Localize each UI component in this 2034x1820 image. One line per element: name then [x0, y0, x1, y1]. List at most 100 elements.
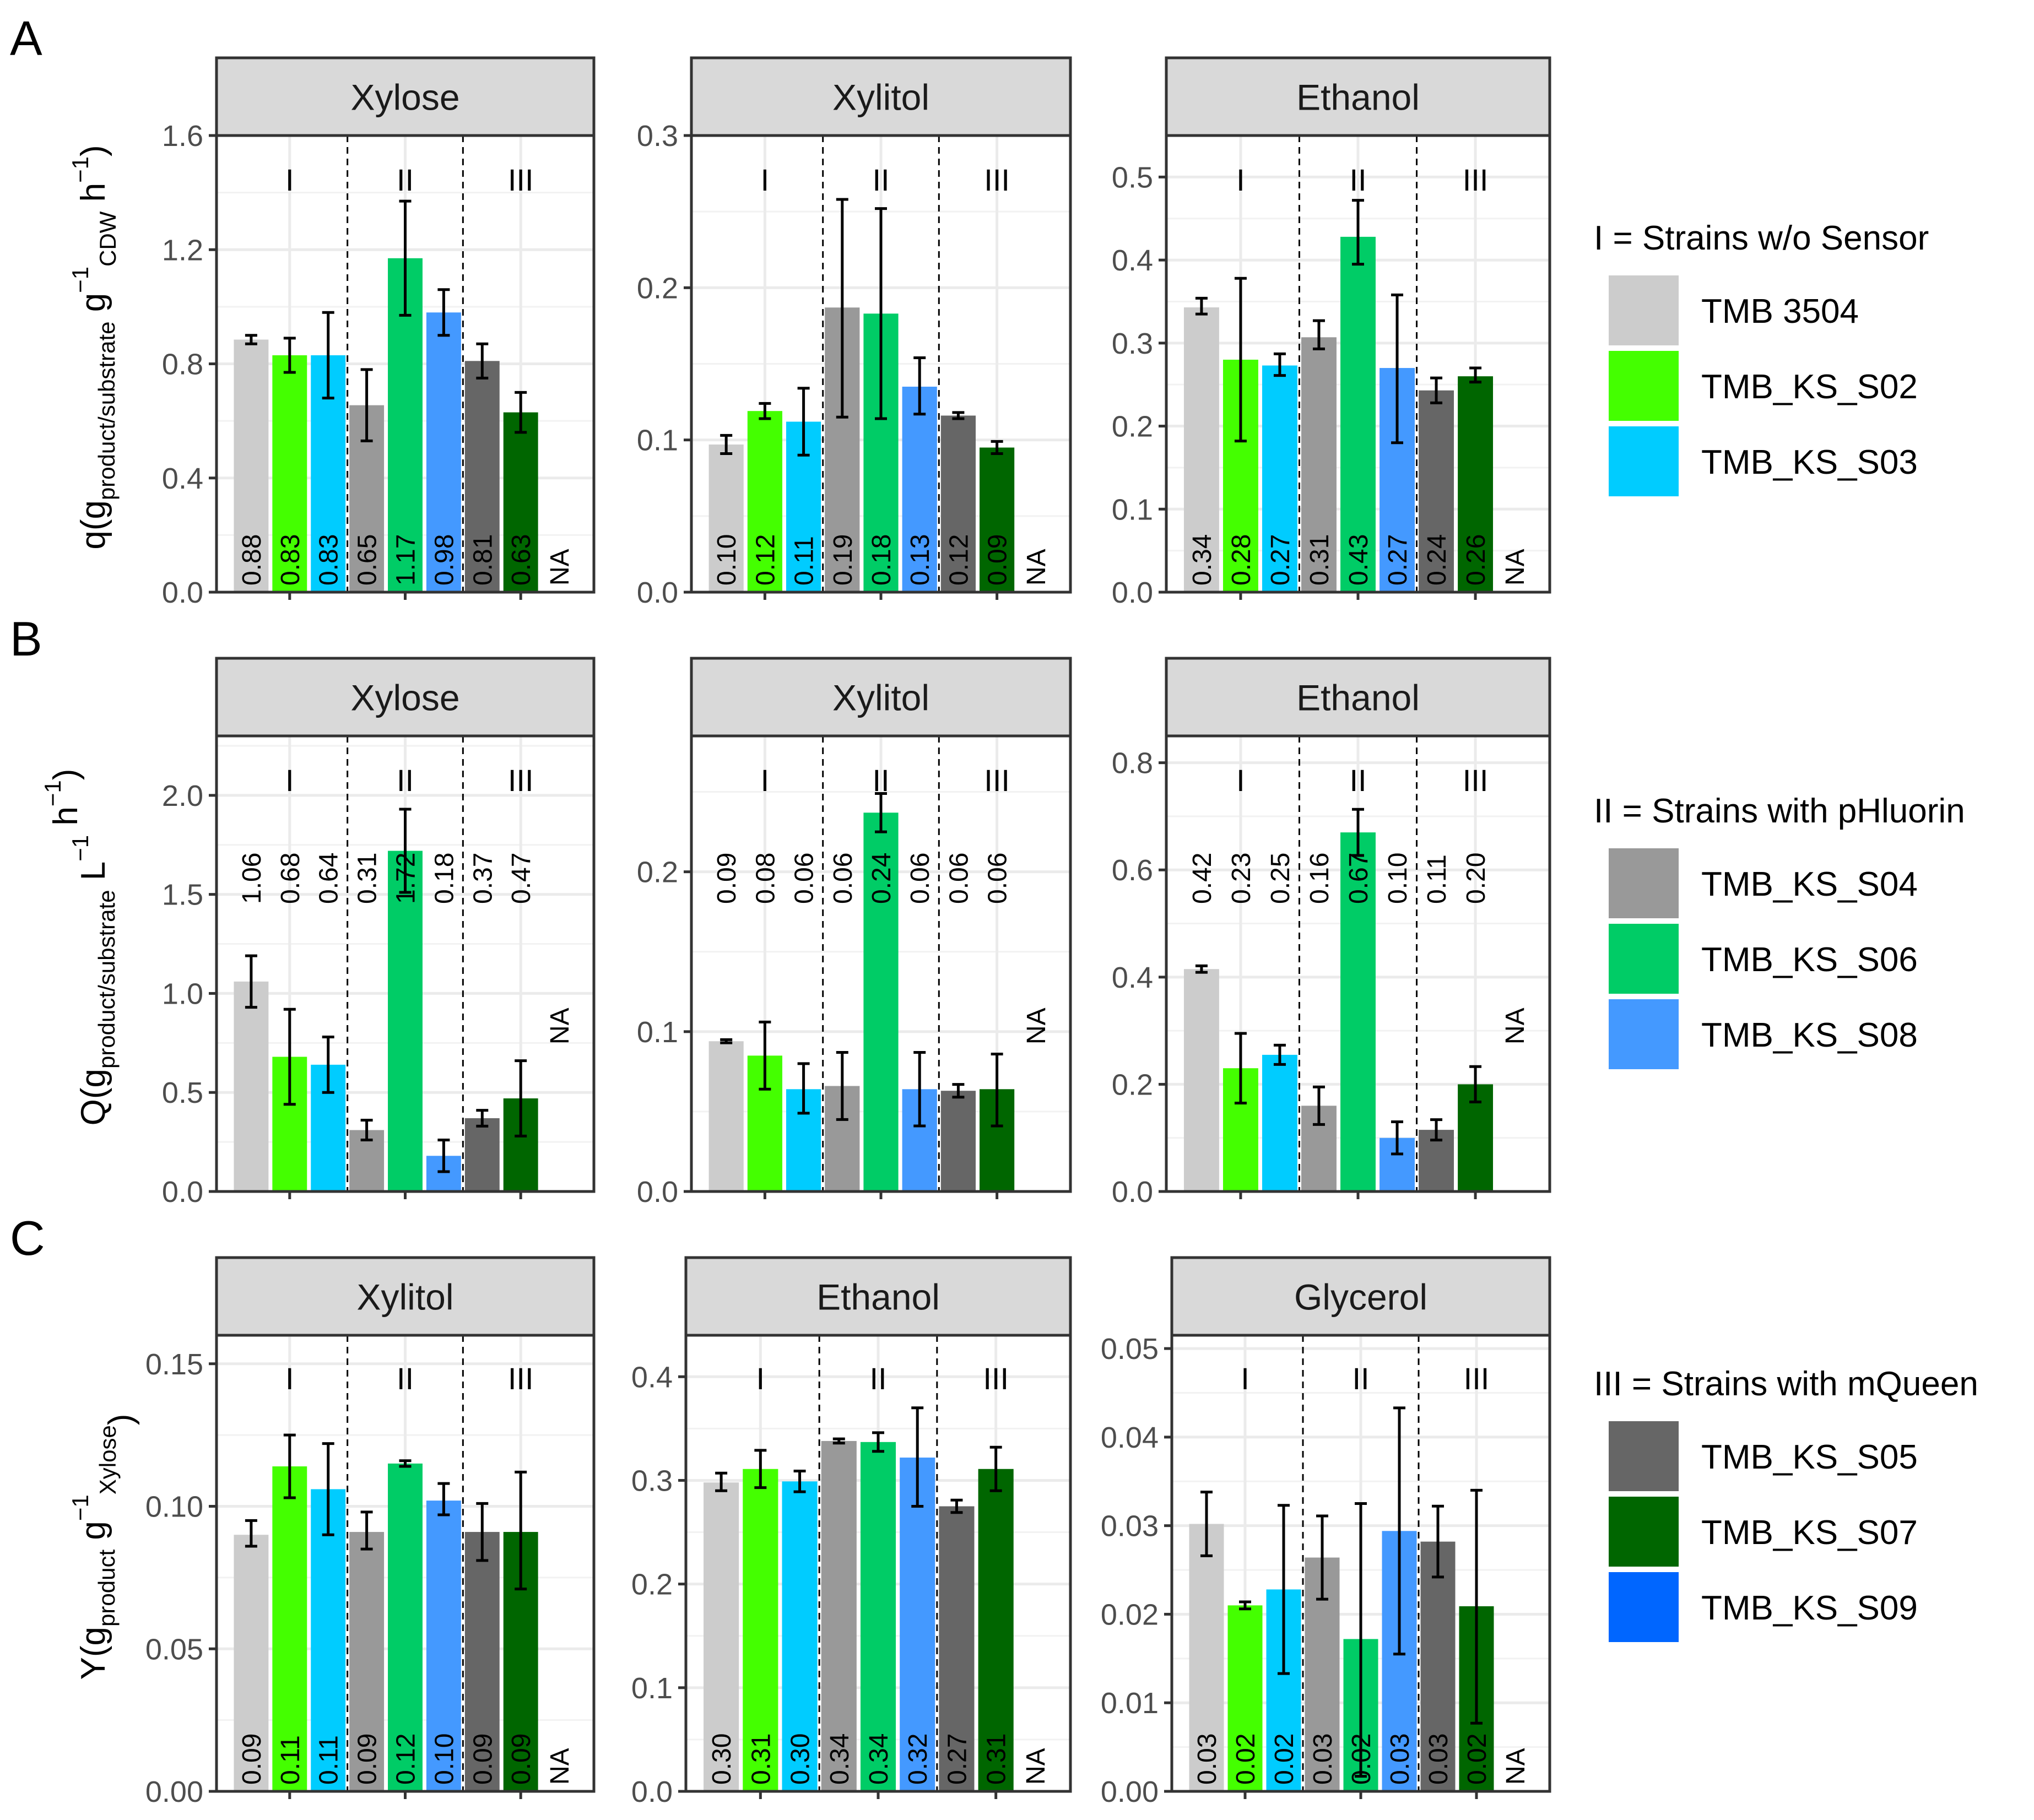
group-label: II	[1349, 763, 1366, 798]
data-label: 0.67	[1344, 853, 1373, 904]
facet-title: Glycerol	[1294, 1277, 1427, 1318]
data-label: 0.83	[276, 534, 305, 586]
data-label: 0.42	[1188, 853, 1217, 904]
bar	[1458, 376, 1494, 592]
bar	[940, 415, 976, 592]
bar	[902, 386, 937, 592]
y-tick-label: 0.0	[162, 576, 203, 609]
y-tick-label: 0.05	[1101, 1332, 1159, 1366]
data-label: 0.09	[712, 853, 742, 904]
legend-header: III = Strains with mQueen	[1594, 1365, 1978, 1403]
y-tick-label: 1.0	[162, 977, 203, 1010]
group-label: I	[285, 763, 294, 798]
legend-swatch	[1609, 1572, 1679, 1642]
data-label: 0.30	[707, 1734, 737, 1785]
y-tick-label: 0.0	[1112, 1176, 1153, 1209]
data-label: 0.03	[1386, 1734, 1415, 1785]
y-tick-label: 1.2	[162, 234, 203, 267]
y-tick-label: 0.5	[1112, 161, 1153, 194]
y-tick-label: 1.5	[162, 879, 203, 912]
group-label: II	[397, 763, 414, 798]
panel-letter-A: A	[10, 11, 42, 66]
y-tick-label: 0.04	[1101, 1421, 1159, 1454]
data-label: 0.09	[237, 1734, 267, 1785]
group-label: I	[1236, 162, 1245, 197]
bar	[1340, 236, 1376, 592]
facet-title: Xylitol	[832, 678, 929, 718]
bar	[426, 312, 461, 592]
bar	[1183, 969, 1219, 1191]
legend-header: I = Strains w/o Sensor	[1594, 219, 1929, 257]
y-tick-label: 0.2	[631, 1568, 673, 1601]
bar	[1262, 1054, 1297, 1191]
y-tick-label: 0.05	[145, 1633, 203, 1666]
group-label: I	[285, 1361, 294, 1396]
y-tick-label: 0.8	[162, 348, 203, 381]
na-label: NA	[545, 549, 575, 586]
bar	[388, 1463, 423, 1791]
group-label: II	[872, 763, 889, 798]
facet-strip	[215, 1256, 596, 1337]
y-tick-label: 1.6	[162, 120, 203, 153]
data-label: 0.12	[751, 534, 780, 586]
y-axis-title: Q(gproduct/substrate L−1 h−1)	[40, 769, 120, 1126]
data-label: 0.06	[790, 853, 819, 904]
y-tick-label: 2.0	[162, 779, 203, 812]
data-label: 0.20	[1462, 853, 1491, 904]
legend-3: III = Strains with mQueen TMB_KS_S05 TMB_K…	[1594, 1365, 1978, 1642]
facet-strip	[1165, 56, 1551, 137]
bar	[708, 444, 744, 592]
bar	[863, 812, 899, 1191]
data-label: 0.03	[1424, 1734, 1453, 1785]
data-label: 0.64	[315, 853, 344, 904]
data-label: 0.11	[790, 536, 819, 586]
legend-label: TMB_KS_S05	[1701, 1438, 1918, 1476]
group-label: I	[761, 763, 770, 798]
data-label: 0.10	[430, 1734, 459, 1785]
data-label: 0.02	[1347, 1734, 1376, 1785]
na-label: NA	[1022, 549, 1051, 586]
facet-title: Xylitol	[832, 77, 929, 118]
data-label: 0.34	[864, 1734, 894, 1785]
legend-swatch	[1609, 351, 1679, 421]
data-label: 0.27	[943, 1734, 972, 1785]
data-label: 0.09	[468, 1734, 497, 1785]
y-tick-label: 0.01	[1101, 1687, 1159, 1720]
group-label: III	[1463, 763, 1489, 798]
bar	[940, 1091, 976, 1191]
data-label: 0.06	[906, 853, 935, 904]
group-label: II	[869, 1361, 886, 1396]
facet-strip	[684, 1256, 1072, 1337]
data-label: 0.02	[1270, 1734, 1299, 1785]
y-tick-label: 0.6	[1112, 854, 1153, 887]
y-tick-label: 0.03	[1101, 1510, 1159, 1543]
y-tick-label: 0.3	[637, 120, 678, 153]
data-label: 0.10	[1383, 853, 1413, 904]
y-tick-label: 0.3	[631, 1464, 673, 1497]
data-label: 0.98	[430, 534, 459, 586]
legend-swatch	[1609, 848, 1679, 918]
group-label: III	[508, 1361, 534, 1396]
data-label: 0.11	[1422, 854, 1452, 904]
y-axis-title: Y(gproduct g−1Xylose)	[67, 1414, 140, 1680]
data-label: 0.65	[353, 534, 382, 586]
data-label: 0.12	[944, 534, 973, 586]
data-label: 0.06	[944, 853, 973, 904]
y-tick-label: 0.4	[1112, 961, 1153, 994]
data-label: 0.27	[1266, 534, 1295, 586]
legend-label: TMB_KS_S07	[1701, 1514, 1918, 1552]
data-label: 0.03	[1193, 1734, 1222, 1785]
data-label: 0.02	[1231, 1734, 1261, 1785]
data-label: 0.09	[353, 1734, 382, 1785]
y-tick-label: 0.15	[145, 1348, 203, 1381]
y-tick-label: 0.5	[162, 1076, 203, 1109]
data-label: 0.16	[1305, 853, 1334, 904]
bar	[704, 1482, 739, 1791]
bar	[388, 851, 423, 1191]
group-label: I	[1236, 763, 1245, 798]
legend-swatch	[1609, 275, 1679, 345]
bar	[1301, 337, 1337, 592]
